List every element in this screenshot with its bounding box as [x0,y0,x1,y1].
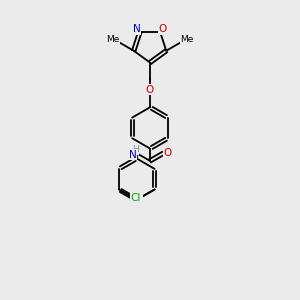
Text: Me: Me [106,35,120,44]
Text: H: H [132,145,139,154]
Text: N: N [133,24,141,34]
Text: Me: Me [180,35,194,44]
Text: Cl: Cl [131,193,141,203]
Text: Cl: Cl [132,193,142,203]
Text: N: N [129,150,137,160]
Text: O: O [159,24,167,34]
Text: O: O [146,85,154,95]
Text: O: O [164,148,172,158]
